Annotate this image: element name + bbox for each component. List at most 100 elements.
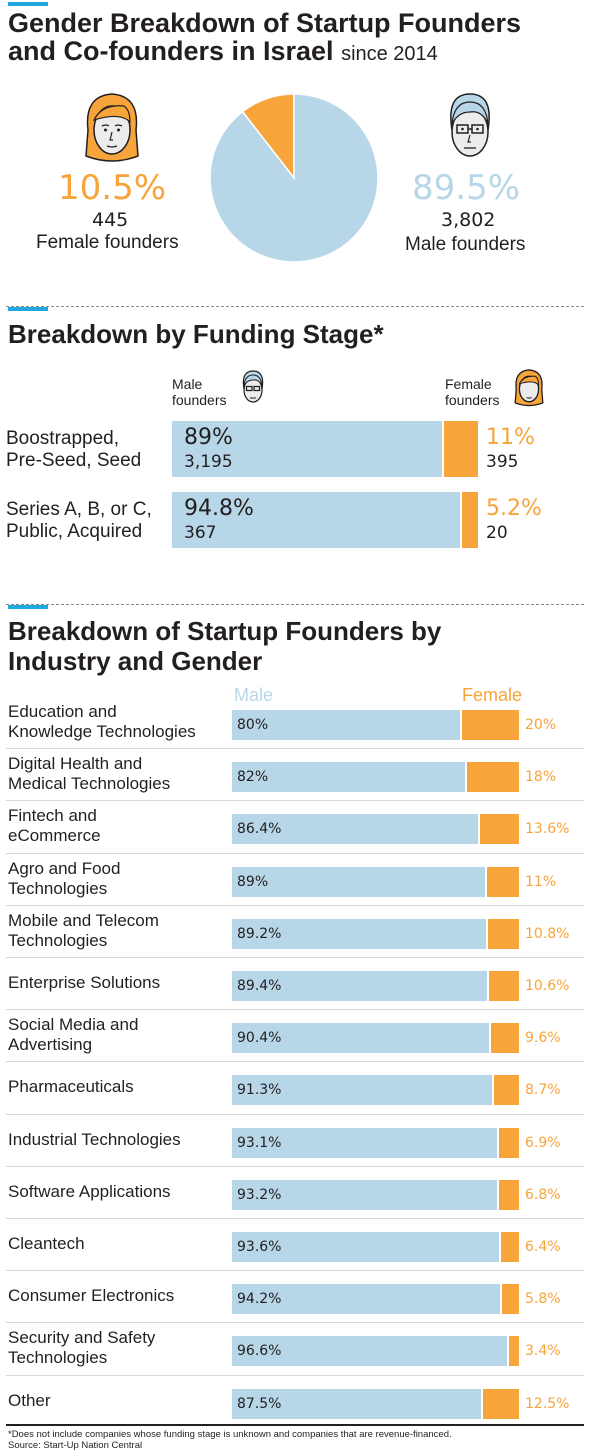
industry-title-line1: Breakdown of Startup Founders by bbox=[8, 616, 442, 646]
funding-title: Breakdown by Funding Stage* bbox=[8, 319, 384, 349]
page-title-line2: and Co-founders in Israel since 2014 bbox=[8, 37, 521, 68]
industry-row-label: Enterprise Solutions bbox=[8, 973, 233, 993]
industry-bar-female bbox=[494, 1075, 519, 1106]
industry-row-label: Security and Safety Technologies bbox=[8, 1328, 233, 1368]
industry-bar-male bbox=[232, 1023, 490, 1054]
industry-accent-bar bbox=[8, 605, 48, 609]
industry-male-pct: 87.5% bbox=[237, 1395, 282, 1412]
industry-male-pct: 93.1% bbox=[237, 1134, 282, 1151]
industry-row-label: Agro and Food Technologies bbox=[8, 859, 233, 899]
industry-row-label-line1: Enterprise Solutions bbox=[8, 973, 161, 992]
industry-male-pct: 94.2% bbox=[237, 1291, 282, 1308]
industry-bar-male bbox=[232, 710, 460, 740]
funding-male-pct: 94.8% bbox=[184, 496, 254, 521]
funding-male-header-line1: Male bbox=[172, 376, 203, 392]
industry-male-pct: 86.4% bbox=[237, 821, 282, 838]
industry-row-label-line2: Knowledge Technologies bbox=[8, 722, 196, 741]
funding-bar-male bbox=[172, 492, 461, 548]
industry-row-label-line2: Technologies bbox=[8, 1348, 108, 1368]
funding-row-label: Boostrapped, Pre-Seed, Seed bbox=[6, 428, 141, 472]
industry-male-pct: 89.2% bbox=[237, 925, 282, 942]
industry-bar-male bbox=[232, 1284, 501, 1315]
male-count: 3,802 bbox=[441, 209, 496, 231]
industry-bar-female bbox=[467, 762, 519, 793]
funding-male-header-line2: founders bbox=[172, 392, 227, 408]
industry-male-pct: 80% bbox=[237, 717, 269, 733]
industry-bar-male bbox=[232, 1388, 482, 1419]
industry-female-pct: 6.4% bbox=[525, 1239, 561, 1255]
industry-bar-female bbox=[487, 866, 519, 897]
gender-pie-chart bbox=[209, 93, 379, 263]
industry-bar-female bbox=[488, 971, 519, 1001]
industry-row-divider bbox=[6, 1113, 584, 1115]
industry-row-divider bbox=[6, 1061, 584, 1063]
funding-row-label: Series A, B, or C, Public, Acquired bbox=[6, 499, 152, 543]
industry-row-label-line1: Cleantech bbox=[8, 1234, 85, 1253]
female-percentage: 10.5% bbox=[58, 168, 167, 208]
industry-bar-male bbox=[232, 762, 466, 793]
industry-row-label: Other bbox=[8, 1391, 233, 1411]
funding-row-label-line1: Boostrapped, bbox=[6, 428, 120, 449]
industry-bar-male bbox=[232, 971, 487, 1001]
industry-row-label: Pharmaceuticals bbox=[8, 1077, 233, 1097]
section-divider-funding bbox=[6, 306, 584, 307]
industry-female-pct: 3.4% bbox=[525, 1343, 561, 1360]
male-label: Male founders bbox=[405, 234, 526, 255]
industry-title-line2: Industry and Gender bbox=[8, 646, 263, 676]
page-title: Gender Breakdown of Startup Founders and… bbox=[8, 9, 521, 68]
industry-male-pct: 91.3% bbox=[237, 1082, 282, 1099]
industry-bar-female bbox=[502, 1284, 519, 1315]
female-label: Female founders bbox=[36, 232, 179, 253]
industry-row-divider bbox=[6, 1009, 584, 1011]
industry-bar-male bbox=[232, 1232, 499, 1262]
industry-row-label-line1: Other bbox=[8, 1390, 51, 1410]
funding-bar-female bbox=[444, 421, 478, 477]
funding-male-count: 3,195 bbox=[184, 452, 233, 472]
page-title-since: since 2014 bbox=[341, 43, 438, 65]
industry-bar-female bbox=[500, 1232, 519, 1262]
industry-row-label: Software Applications bbox=[8, 1182, 233, 1202]
footnote-line1: *Does not include companies whose fundin… bbox=[8, 1429, 452, 1440]
industry-row-label: Digital Health and Medical Technologies bbox=[8, 754, 233, 794]
industry-female-pct: 5.8% bbox=[525, 1291, 561, 1308]
industry-female-pct: 9.6% bbox=[525, 1030, 561, 1047]
industry-row-label: Consumer Electronics bbox=[8, 1286, 233, 1306]
male-face-icon bbox=[450, 93, 490, 157]
industry-row-divider bbox=[6, 1322, 584, 1324]
industry-female-pct: 8.7% bbox=[525, 1082, 561, 1099]
industry-row-label-line1: Security and Safety bbox=[8, 1328, 156, 1348]
funding-female-header-line2: founders bbox=[445, 392, 500, 408]
funding-male-count: 367 bbox=[184, 523, 217, 543]
footnote: *Does not include companies whose fundin… bbox=[8, 1429, 452, 1451]
industry-row-label-line2: Technologies bbox=[8, 930, 108, 950]
industry-male-pct: 90.4% bbox=[237, 1030, 282, 1047]
page-title-line1: Gender Breakdown of Startup Founders bbox=[8, 8, 522, 38]
industry-bar-male bbox=[232, 866, 486, 897]
industry-bar-female bbox=[491, 1023, 519, 1054]
industry-male-pct: 89% bbox=[237, 873, 269, 890]
industry-bar-female bbox=[461, 710, 519, 740]
industry-male-pct: 93.6% bbox=[237, 1239, 282, 1255]
industry-row-label-line1: Software Applications bbox=[8, 1181, 171, 1201]
industry-female-pct: 10.8% bbox=[525, 925, 570, 942]
industry-male-pct: 96.6% bbox=[237, 1343, 282, 1360]
female-count: 445 bbox=[92, 209, 129, 231]
industry-row-divider bbox=[6, 904, 584, 906]
section-divider-industry bbox=[6, 604, 584, 605]
industry-row-label: Mobile and Telecom Technologies bbox=[8, 911, 233, 951]
industry-row-label-line1: Fintech and bbox=[8, 806, 97, 826]
industry-row-label-line1: Consumer Electronics bbox=[8, 1286, 175, 1306]
male-percentage: 89.5% bbox=[412, 168, 521, 208]
industry-row-label-line2: Medical Technologies bbox=[8, 774, 171, 794]
industry-row-label-line2: Advertising bbox=[8, 1035, 93, 1055]
industry-bar-male bbox=[232, 918, 486, 949]
industry-female-pct: 11% bbox=[525, 873, 557, 890]
industry-bar-female bbox=[479, 814, 519, 845]
funding-bar-female bbox=[462, 492, 478, 548]
industry-bar-female bbox=[488, 918, 519, 949]
funding-row-label-line2: Public, Acquired bbox=[6, 521, 143, 542]
funding-female-pct: 5.2% bbox=[486, 496, 542, 521]
footnote-source: Source: Start-Up Nation Central bbox=[8, 1440, 143, 1451]
industry-row-label: Fintech and eCommerce bbox=[8, 806, 233, 846]
industry-row-label-line1: Agro and Food bbox=[8, 858, 121, 878]
